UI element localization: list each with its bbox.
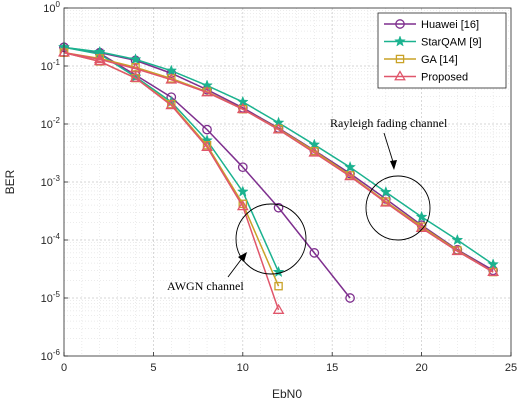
x-tick-label: 25 [505, 362, 517, 374]
data-point [165, 73, 178, 84]
x-axis-label: EbN0 [272, 387, 302, 401]
data-point [487, 265, 499, 276]
data-point [272, 265, 285, 278]
data-point [395, 19, 405, 29]
x-tick-label: 15 [326, 362, 338, 374]
data-point [272, 123, 285, 134]
legend: Huawei [16] StarQAM [9] GA [14] Proposed [377, 12, 507, 89]
y-tick-label: 10-5 [41, 290, 61, 305]
legend-label: Huawei [16] [421, 19, 479, 31]
data-point [451, 233, 464, 246]
data-point [165, 64, 178, 76]
data-point [344, 160, 356, 173]
series-line [63, 46, 351, 299]
rayleigh-label: Rayleigh fading channel [330, 116, 448, 130]
y-tick-label: 10-6 [41, 348, 61, 363]
awgn-arrow [227, 256, 244, 278]
data-point [237, 162, 248, 173]
rayleigh-circle [365, 175, 431, 241]
rayleigh-annotation: Rayleigh fading channel [330, 116, 448, 241]
data-point [379, 196, 392, 207]
y-tick-label: 10-4 [41, 232, 61, 247]
data-point [394, 70, 406, 81]
data-point [345, 293, 355, 303]
data-point [129, 53, 142, 65]
data-point [201, 140, 213, 151]
awgn-arrowhead [238, 252, 247, 262]
rayleigh-arrow [383, 132, 395, 166]
y-tick-label: 100 [43, 0, 60, 15]
data-point [236, 102, 249, 114]
x-tick-label: 0 [61, 362, 67, 374]
legend-entry: Proposed [384, 70, 468, 84]
awgn-circle [235, 203, 307, 275]
data-point [308, 146, 321, 157]
legend-box [377, 12, 507, 89]
y-axis-label: BER [3, 169, 17, 194]
series-line [63, 51, 494, 273]
awgn-annotation: AWGN channel [167, 203, 307, 293]
x-tick-label: 5 [150, 362, 156, 374]
tick-layer: 0 5 10 15 20 25 100 10-1 10-2 10-3 10-4 10-5 10-6 [41, 0, 518, 374]
x-tick-label: 10 [237, 362, 249, 374]
legend-label: Proposed [421, 72, 468, 84]
data-point [165, 99, 178, 110]
data-point [379, 185, 392, 198]
series-layer [58, 41, 500, 314]
legend-label: GA [14] [421, 54, 458, 66]
data-point [273, 202, 284, 213]
data-point [201, 86, 213, 97]
data-point [129, 71, 142, 82]
legend-label: StarQAM [9] [421, 37, 482, 49]
data-point [236, 200, 249, 211]
awgn-label: AWGN channel [167, 279, 244, 293]
data-point [202, 124, 212, 135]
data-point [344, 170, 356, 181]
data-point [272, 303, 285, 314]
series-line [63, 51, 280, 311]
data-point [274, 281, 283, 291]
data-point [309, 248, 320, 258]
data-point [451, 244, 464, 256]
y-tick-label: 10-2 [41, 116, 61, 131]
data-point [93, 55, 106, 66]
legend-entry: StarQAM [9] [384, 35, 482, 49]
data-point [236, 185, 249, 197]
rayleigh-arrowhead [390, 160, 397, 170]
y-tick-label: 10-3 [41, 174, 61, 189]
x-tick-label: 20 [415, 362, 427, 374]
y-tick-label: 10-1 [41, 58, 61, 73]
data-point [395, 54, 405, 64]
data-point [93, 53, 106, 64]
legend-entry: GA [14] [384, 54, 458, 66]
data-point [415, 210, 428, 222]
legend-entry: Huawei [16] [384, 19, 479, 31]
data-point [394, 35, 406, 47]
